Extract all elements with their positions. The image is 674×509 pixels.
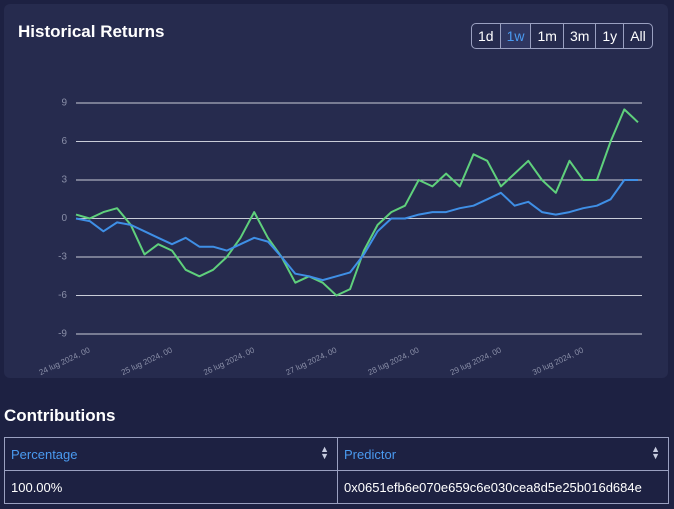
x-tick-label: 29 lug 2024, 00 — [449, 345, 503, 377]
card-title: Historical Returns — [18, 22, 165, 41]
table-body: 100.00% 0x0651efb6e070e659c6e030cea8d5e25… — [4, 470, 669, 504]
chart: -9 -6 -3 0 3 6 9 24 lug 2024, 00 25 lug 2024, 00… — [38, 98, 642, 377]
y-tick-label: -3 — [58, 252, 67, 263]
x-tick-label: 24 lug 2024, 00 — [38, 345, 92, 377]
range-button[interactable]: 1m — [530, 24, 562, 48]
range-button[interactable]: 1w — [499, 24, 531, 48]
x-tick-label: 28 lug 2024, 00 — [367, 345, 421, 377]
range-button[interactable]: 1y — [595, 24, 623, 48]
column-header[interactable]: Predictor ▲ ▼ — [337, 437, 669, 471]
column-header[interactable]: Percentage ▲ ▼ — [4, 437, 338, 471]
table-row: 100.00% 0x0651efb6e070e659c6e030cea8d5e25… — [4, 470, 669, 504]
sort-icon: ▲ ▼ — [651, 444, 660, 461]
y-tick-label: -9 — [58, 329, 67, 340]
x-tick-label: 27 lug 2024, 00 — [284, 345, 338, 377]
x-tick-label: 25 lug 2024, 00 — [120, 345, 174, 377]
range-buttons: 1d 1w 1m 3m 1y All — [471, 23, 653, 49]
x-tick-label: 30 lug 2024, 00 — [531, 345, 585, 377]
line-series — [75, 108, 639, 297]
y-tick-label: 9 — [61, 98, 67, 109]
contributions-table: Percentage ▲ ▼ Predictor ▲ ▼ 100.00% 0x0651efb… — [4, 437, 669, 504]
line-series — [75, 179, 638, 282]
range-button[interactable]: 1d — [478, 28, 494, 44]
column-label: Predictor — [344, 446, 397, 462]
y-tick-label: 0 — [61, 213, 67, 224]
x-tick-label: 26 lug 2024, 00 — [202, 345, 256, 377]
range-button[interactable]: 3m — [562, 24, 595, 48]
range-button[interactable]: All — [623, 24, 652, 48]
table-cell: 0x0651efb6e070e659c6e030cea8d5e25b016d68… — [337, 470, 669, 504]
y-tick-label: 3 — [61, 175, 67, 186]
y-tick-label: -6 — [58, 290, 67, 301]
column-label: Percentage — [11, 446, 78, 462]
section-title: Contributions — [4, 406, 116, 425]
sort-icon: ▲ ▼ — [320, 444, 329, 461]
y-tick-label: 6 — [61, 136, 67, 147]
header-row: Percentage ▲ ▼ Predictor ▲ ▼ — [4, 437, 669, 471]
table-cell: 100.00% — [4, 470, 338, 504]
